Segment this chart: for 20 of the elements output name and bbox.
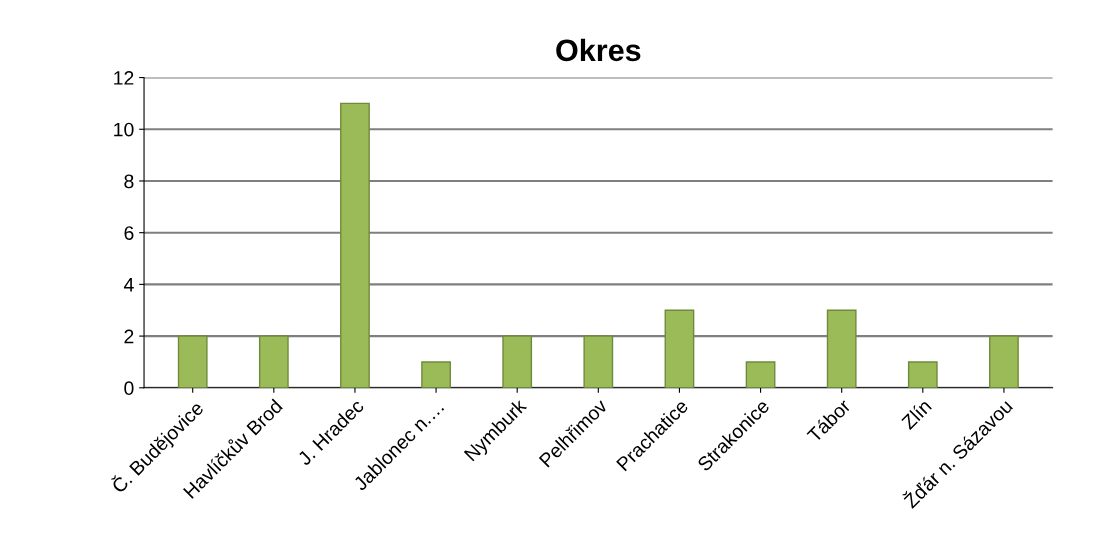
bar	[745, 361, 776, 388]
bar	[421, 361, 451, 388]
bar	[502, 335, 533, 388]
bar	[258, 335, 289, 388]
y-tick-label: 10	[114, 122, 134, 137]
bar	[583, 335, 614, 388]
y-tick-label: 4	[123, 278, 134, 292]
bar	[989, 335, 1019, 388]
bar	[907, 361, 938, 388]
bar	[340, 102, 370, 388]
y-tick-label: 8	[124, 174, 134, 189]
x-tick-label: Zlín	[900, 398, 932, 430]
bar	[664, 309, 695, 388]
bar	[826, 309, 857, 388]
y-tick-label: 6	[124, 226, 134, 240]
y-tick-label: 12	[114, 71, 134, 85]
y-tick-label: 0	[124, 381, 134, 396]
bar	[177, 335, 208, 388]
chart-title: Okres	[556, 38, 641, 62]
y-tick-label: 2	[124, 329, 134, 344]
